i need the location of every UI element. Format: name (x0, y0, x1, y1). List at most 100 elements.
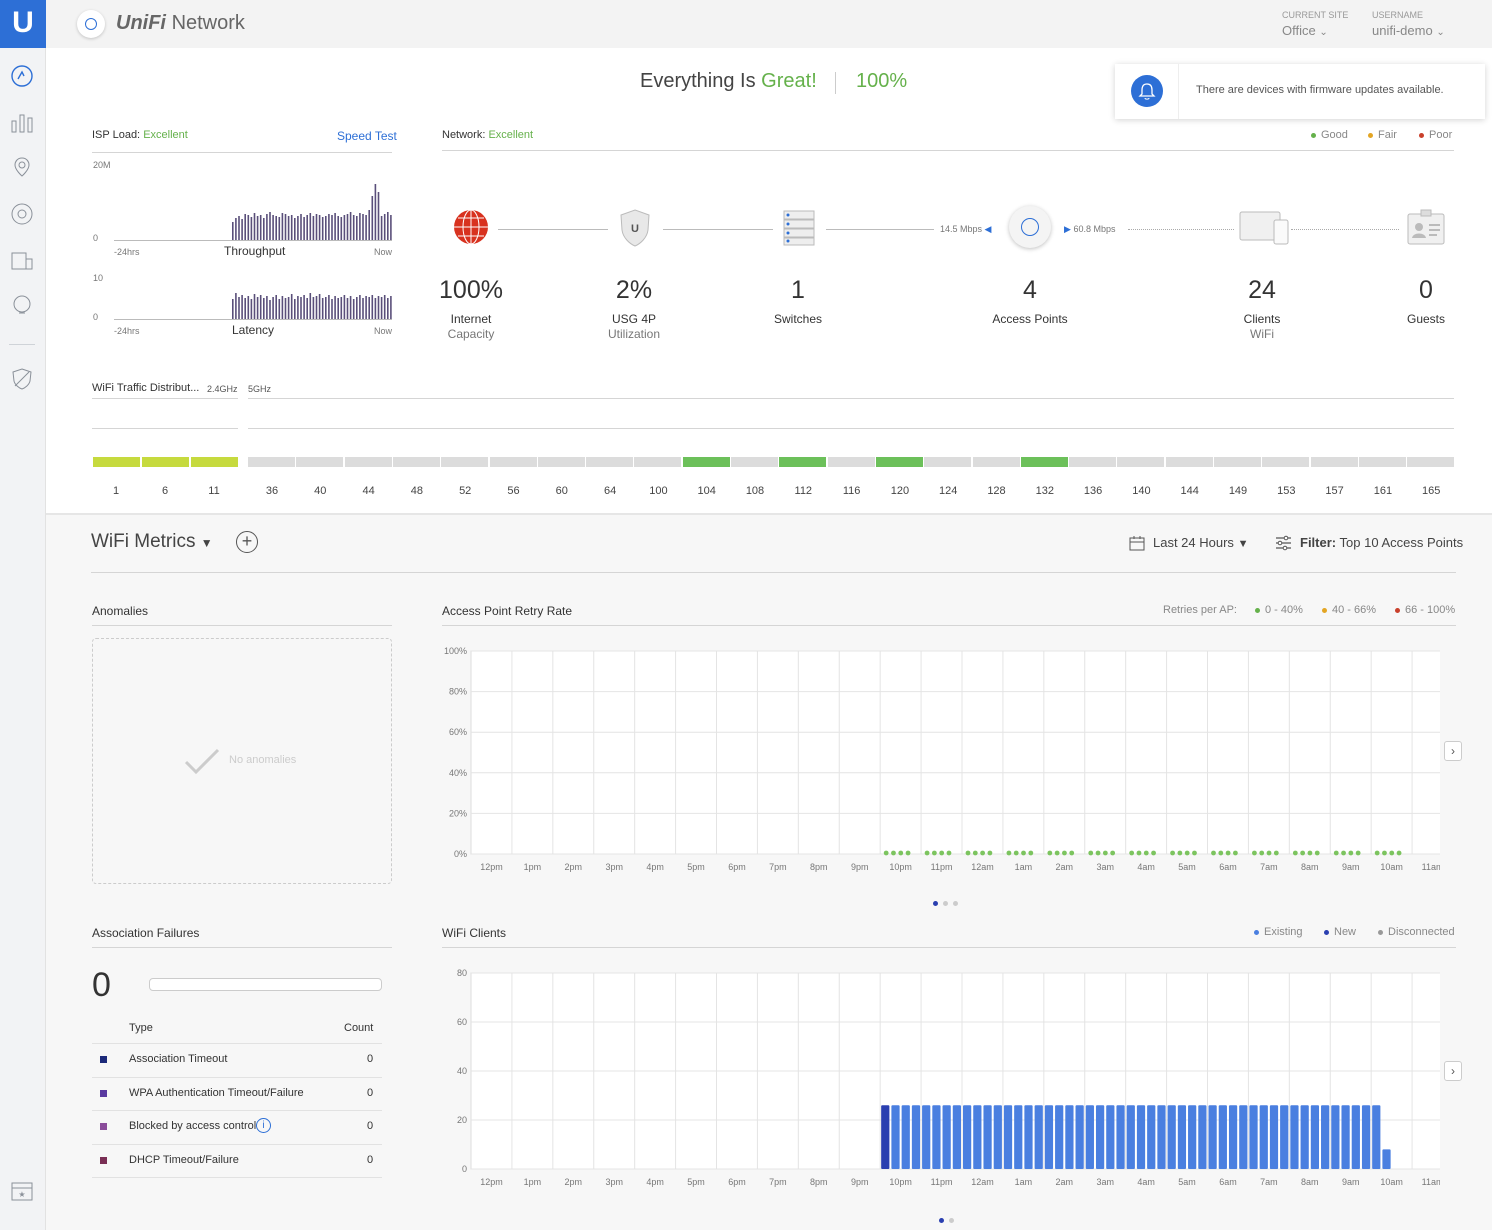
retry-point (1252, 850, 1257, 856)
clients-icon[interactable] (9, 248, 35, 274)
retry-point (898, 850, 904, 856)
checkmark-icon (184, 748, 220, 775)
retry-point (1355, 850, 1361, 856)
client-bar (881, 1105, 890, 1169)
client-bar (1003, 1105, 1013, 1169)
site-label: CURRENT SITE (1282, 10, 1349, 20)
retry-point (1151, 850, 1156, 856)
stat-label: USG 4P (611, 312, 656, 326)
site-selector[interactable]: Office ⌄ (1282, 23, 1328, 38)
x-tick-label: 8am (1301, 1177, 1319, 1187)
notification-text: There are devices with firmware updates … (1196, 84, 1444, 96)
insights-icon[interactable] (9, 293, 35, 319)
wifi-metrics-dropdown[interactable]: WiFi Metrics ▼ (91, 531, 213, 552)
x-tick-label: 5pm (687, 1177, 705, 1187)
channel-label: 36 (265, 485, 279, 497)
client-bar (963, 1105, 972, 1169)
client-bar (1218, 1105, 1227, 1169)
network-divider (442, 150, 1454, 151)
notification-toast[interactable]: There are devices with firmware updates … (1115, 64, 1485, 119)
statistics-icon[interactable] (9, 109, 35, 135)
link-internet-usg (498, 229, 608, 230)
retry-next-button[interactable]: › (1444, 741, 1462, 761)
x-tick-label: 4pm (646, 862, 664, 872)
channel-segment (191, 457, 238, 467)
svg-text:U: U (631, 223, 639, 235)
throughput-title: Throughput (224, 244, 286, 258)
info-icon[interactable]: i (256, 1118, 271, 1133)
retry-point (1021, 850, 1026, 856)
usg-gateway-icon[interactable]: U (618, 208, 652, 248)
sparkline-bar (334, 296, 336, 319)
sparkline-bar (387, 298, 389, 319)
sparkline-bar (356, 297, 358, 319)
channel-label: 44 (362, 485, 375, 497)
filter-control[interactable]: Filter: Top 10 Access Points (1300, 535, 1464, 550)
sparkline-bar (315, 296, 318, 319)
channel-label: 1 (112, 485, 120, 497)
x-tick-label: 1am (1015, 1177, 1033, 1187)
channel-label: 120 (890, 485, 910, 497)
time-range-dropdown[interactable]: Last 24 Hours ▼ (1153, 535, 1249, 550)
channel-segment (441, 457, 489, 467)
speed-test-link[interactable]: Speed Test (337, 129, 397, 143)
failure-count: 0 (367, 1153, 374, 1166)
channel-label: 124 (939, 485, 958, 497)
channel-label: 116 (842, 485, 861, 497)
dashboard-icon[interactable] (9, 63, 35, 89)
client-bar (911, 1105, 921, 1169)
channel-segment (392, 457, 440, 467)
client-bar (1157, 1105, 1166, 1169)
x-tick-label: 2am (1056, 1177, 1074, 1187)
map-icon[interactable] (9, 155, 35, 181)
y-tick-label: 0% (454, 849, 467, 859)
x-tick-label: 1am (1015, 862, 1033, 872)
sparkline-bar (380, 297, 383, 319)
sparkline-bar (253, 294, 256, 319)
sparkline-bar (263, 298, 265, 319)
sparkline-bar (297, 216, 299, 240)
retry-point (987, 850, 993, 856)
failure-type: Association Timeout (129, 1053, 228, 1065)
switch-icon[interactable] (782, 209, 816, 247)
sparkline-bar (346, 298, 349, 319)
sparkline-bar (259, 295, 262, 319)
client-bar (1044, 1105, 1054, 1169)
add-metric-button[interactable]: + (236, 531, 258, 553)
shield-icon[interactable] (9, 366, 35, 392)
retry-point (1218, 850, 1224, 856)
clients-pager[interactable] (939, 1212, 959, 1230)
assoc-col-type: Type (129, 1022, 153, 1034)
stat-sublabel: Utilization (607, 327, 661, 341)
retry-point (1006, 850, 1012, 856)
user-menu[interactable]: unifi-demo ⌄ (1372, 23, 1445, 38)
retry-point (1129, 850, 1135, 856)
x-tick-label: 10am (1380, 1177, 1403, 1187)
ubiquiti-logo[interactable]: U (0, 0, 46, 48)
retry-point (939, 850, 945, 856)
retry-point (883, 850, 889, 856)
retry-pager[interactable] (933, 895, 963, 913)
client-bar (1085, 1105, 1094, 1169)
client-bar (1351, 1105, 1360, 1169)
channel-segment (489, 457, 537, 467)
retry-legend-mid: 40 - 66% (1322, 604, 1376, 616)
band24-topline (92, 398, 238, 399)
sparkline-bar (253, 213, 256, 240)
retry-point (1102, 850, 1108, 856)
retry-point (946, 850, 952, 856)
calendar-icon[interactable]: ★ (9, 1178, 35, 1204)
sparkline-bar (365, 215, 367, 240)
x-tick-label: 12am (971, 862, 994, 872)
clients-next-button[interactable]: › (1444, 1061, 1462, 1081)
access-point-icon[interactable] (1009, 206, 1051, 248)
x-tick-label: 8pm (810, 1177, 828, 1187)
x-tick-label: 9pm (851, 1177, 869, 1187)
devices-icon[interactable] (9, 201, 35, 227)
channel-label: 161 (1373, 485, 1393, 497)
x-tick-label: 4am (1137, 1177, 1155, 1187)
sidebar-divider (9, 344, 35, 345)
failure-count: 0 (367, 1086, 374, 1099)
retry-point (1396, 850, 1402, 856)
latency-baseline (114, 319, 392, 320)
